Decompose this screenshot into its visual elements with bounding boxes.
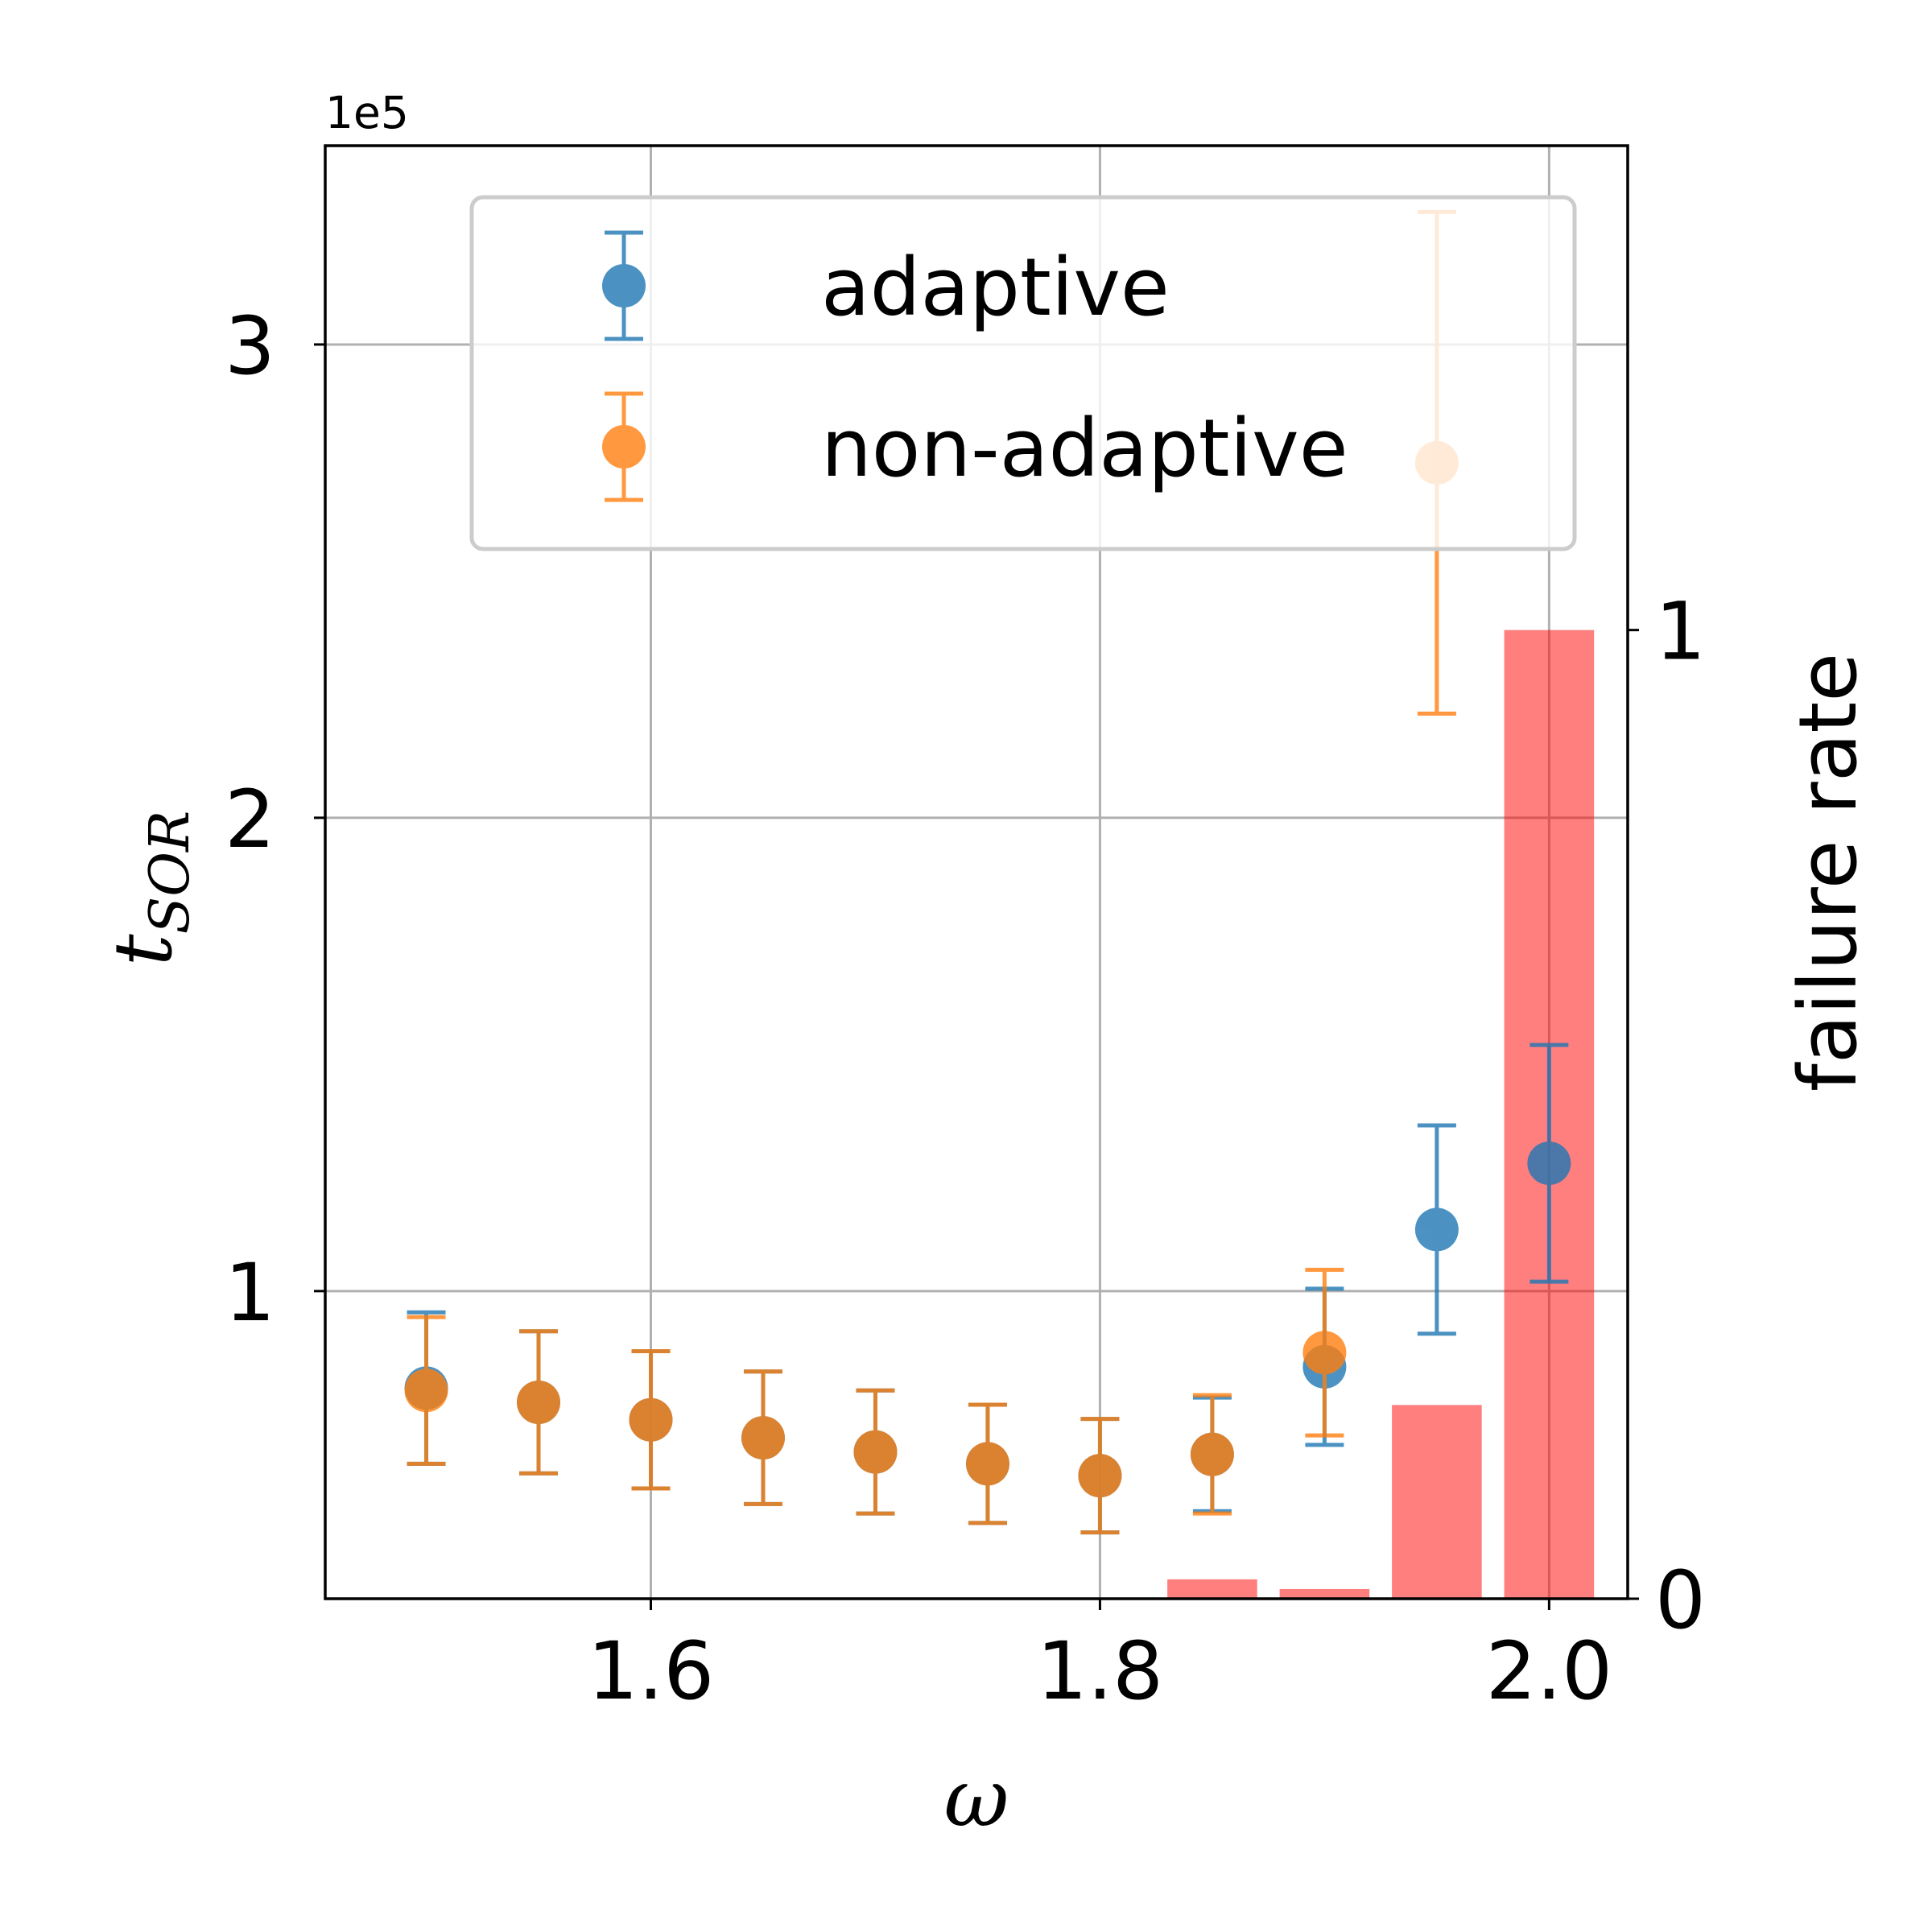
legend-marker bbox=[602, 425, 646, 469]
data-point bbox=[404, 1315, 448, 1466]
legend-handle bbox=[602, 230, 646, 341]
data-point bbox=[853, 1388, 898, 1516]
series-non-adaptive bbox=[404, 209, 1459, 1535]
y-right-tick-label: 0 bbox=[1655, 1554, 1706, 1647]
legend-label: adaptive bbox=[821, 242, 1170, 334]
marker bbox=[1414, 1208, 1459, 1252]
data-point bbox=[1190, 1393, 1234, 1516]
axis-ticks: 1.6 1.8 2.0 1 2 3 0 1 bbox=[225, 300, 1706, 1718]
y-left-tick-label: 1 bbox=[225, 1247, 275, 1340]
data-point bbox=[517, 1329, 561, 1476]
marker bbox=[517, 1381, 561, 1425]
marker bbox=[741, 1416, 785, 1460]
data-point bbox=[1078, 1417, 1122, 1535]
legend-entry-non-adaptive: non-adaptive bbox=[602, 391, 1348, 502]
marker bbox=[1190, 1432, 1234, 1476]
legend-marker bbox=[602, 264, 646, 308]
marker bbox=[965, 1442, 1009, 1486]
marker bbox=[629, 1397, 673, 1442]
marker bbox=[853, 1430, 898, 1474]
data-series bbox=[404, 209, 1571, 1535]
legend-box bbox=[469, 195, 1577, 551]
legend-label: non-adaptive bbox=[821, 402, 1348, 495]
y-left-tick-label: 3 bbox=[225, 300, 275, 393]
y-axis-label-base: t bbox=[97, 934, 190, 966]
y-offset-text: 1e5 bbox=[325, 87, 409, 138]
failure-rate-bar bbox=[1279, 1588, 1370, 1599]
marker bbox=[1078, 1454, 1122, 1498]
y-axis-label-subscript: SOR bbox=[138, 811, 202, 935]
data-point bbox=[965, 1402, 1009, 1525]
plot-frame bbox=[324, 144, 1629, 1600]
data-point bbox=[1527, 1042, 1571, 1284]
marker bbox=[404, 1368, 448, 1413]
x-tick-label: 1.8 bbox=[1037, 1625, 1163, 1718]
y-right-tick-label: 1 bbox=[1655, 586, 1706, 679]
legend-handle bbox=[602, 391, 646, 502]
legend: adaptive non-adaptive bbox=[469, 195, 1577, 551]
failure-rate-bar bbox=[1392, 1405, 1482, 1599]
data-point bbox=[1302, 1267, 1347, 1438]
marker bbox=[1302, 1331, 1347, 1375]
failure-rate-bar bbox=[1167, 1579, 1257, 1599]
x-tick-label: 2.0 bbox=[1486, 1625, 1612, 1718]
failure-rate-bars bbox=[1167, 630, 1595, 1599]
data-point bbox=[629, 1349, 673, 1491]
y-axis-label-left: tSOR bbox=[97, 811, 202, 966]
data-point bbox=[1414, 1123, 1459, 1336]
x-tick-label: 1.6 bbox=[588, 1625, 714, 1718]
data-point bbox=[741, 1369, 785, 1506]
x-axis-label: ω bbox=[944, 1752, 1009, 1845]
y-left-tick-label: 2 bbox=[225, 774, 275, 866]
y-axis-label-right: failure rate bbox=[1782, 653, 1875, 1092]
legend-entry-adaptive: adaptive bbox=[602, 230, 1170, 341]
marker bbox=[1527, 1141, 1571, 1186]
